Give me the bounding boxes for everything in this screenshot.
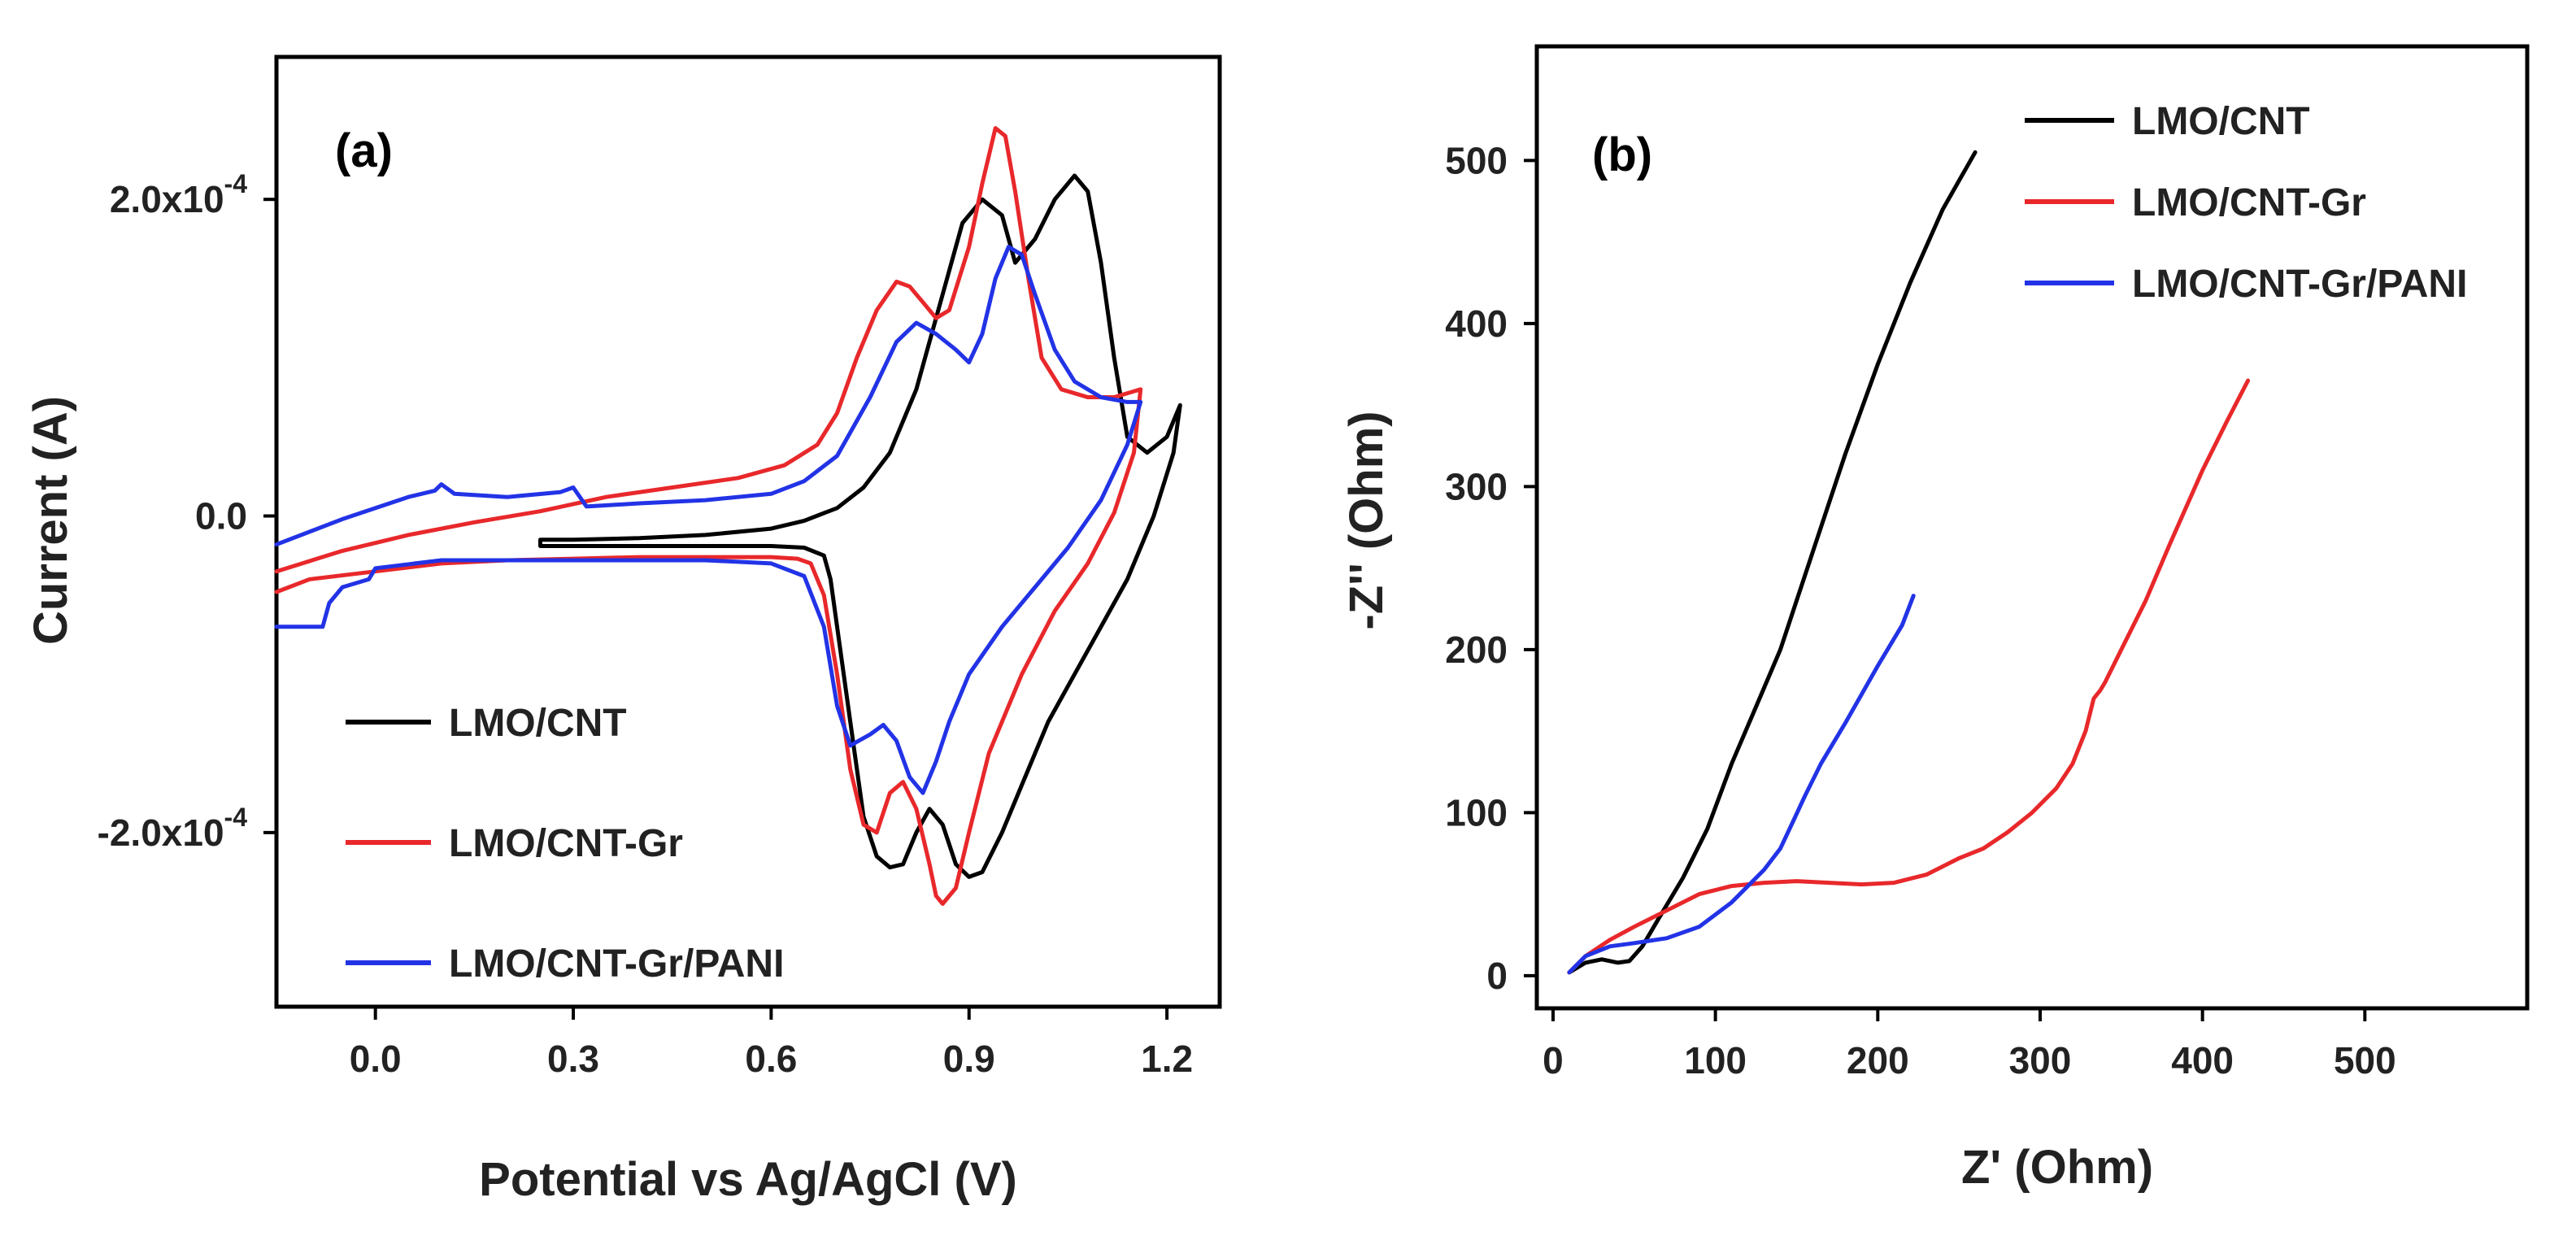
x-tick-label: 300 xyxy=(2009,1039,2072,1081)
y-tick-label: 200 xyxy=(1445,629,1508,671)
y-tick-label: 500 xyxy=(1445,139,1508,181)
eis-line-lmo-cnt-gr xyxy=(1567,378,2251,975)
y-tick-label: 0.0 xyxy=(195,495,247,537)
eis-series-group xyxy=(1567,150,2251,975)
legend-label-lmo-cnt-gr-pani: LMO/CNT-Gr/PANI xyxy=(449,942,784,986)
x-tick-label: 0 xyxy=(1543,1039,1564,1081)
legend-label-lmo-cnt-gr: LMO/CNT-Gr xyxy=(2132,181,2366,224)
x-tick-label: 0.6 xyxy=(745,1038,797,1080)
x-tick-label: 0.9 xyxy=(943,1038,995,1080)
cv-x-ticks: 0.0 0.3 0.6 0.9 1.2 xyxy=(350,1007,1193,1080)
eis-line-lmo-cnt xyxy=(1567,150,1978,975)
eis-legend: LMO/CNT LMO/CNT-Gr LMO/CNT-Gr/PANI xyxy=(2025,100,2467,306)
y-tick-label: 400 xyxy=(1445,302,1508,345)
eis-y-axis-title: -Z'' (Ohm) xyxy=(1340,411,1393,629)
x-tick-label: 0.3 xyxy=(547,1038,599,1080)
cv-plot-frame xyxy=(274,54,1222,1009)
eis-y-ticks: 0 100 200 300 400 500 xyxy=(1445,139,1537,997)
cv-panel-label: (a) xyxy=(335,124,393,177)
x-tick-label: 400 xyxy=(2171,1039,2234,1081)
x-tick-label: 200 xyxy=(1847,1039,1909,1081)
x-tick-label: 0.0 xyxy=(350,1038,402,1080)
cv-line-lmo-cnt xyxy=(538,173,1182,879)
legend-label-lmo-cnt-gr-pani: LMO/CNT-Gr/PANI xyxy=(2132,263,2467,306)
eis-panel-label: (b) xyxy=(1592,128,1652,181)
cv-legend: LMO/CNT LMO/CNT-Gr LMO/CNT-Gr/PANI xyxy=(346,702,784,986)
x-tick-label: 1.2 xyxy=(1141,1038,1193,1080)
legend-label-lmo-cnt: LMO/CNT xyxy=(2132,100,2310,143)
y-tick-label: 100 xyxy=(1445,791,1508,833)
eis-x-ticks: 0 100 200 300 400 500 xyxy=(1543,1008,2396,1081)
x-tick-label: 500 xyxy=(2334,1039,2396,1081)
y-tick-label: 0 xyxy=(1486,955,1508,997)
cv-series-group xyxy=(274,126,1182,906)
cv-y-axis-title: Current (A) xyxy=(24,396,77,645)
eis-plot-frame xyxy=(1534,44,2530,1011)
cv-x-axis-title: Potential vs Ag/AgCl (V) xyxy=(479,1153,1017,1206)
y-tick-label: 300 xyxy=(1445,465,1508,507)
cv-y-ticks: 2.0x10-4 0.0 -2.0x10-4 xyxy=(98,169,276,854)
eis-panel: (b) 0 100 200 300 400 500 0 100 200 300 400 500 Z'… xyxy=(1340,44,2530,1194)
legend-label-lmo-cnt: LMO/CNT xyxy=(449,702,627,745)
eis-x-axis-title: Z' (Ohm) xyxy=(1961,1141,2153,1194)
cv-panel: (a) 0.0 0.3 0.6 0.9 1.2 2.0x10-4 0.0 -2.0x10-4… xyxy=(24,54,1222,1206)
x-tick-label: 100 xyxy=(1684,1039,1747,1081)
y-tick-label: -2.0x10-4 xyxy=(98,803,248,854)
eis-line-lmo-cnt-gr-pani xyxy=(1567,594,1916,975)
y-tick-label: 2.0x10-4 xyxy=(110,169,247,220)
legend-label-lmo-cnt-gr: LMO/CNT-Gr xyxy=(449,822,683,865)
cv-line-lmo-cnt-gr xyxy=(274,126,1143,906)
cv-line-lmo-cnt-gr-pani xyxy=(274,245,1143,795)
